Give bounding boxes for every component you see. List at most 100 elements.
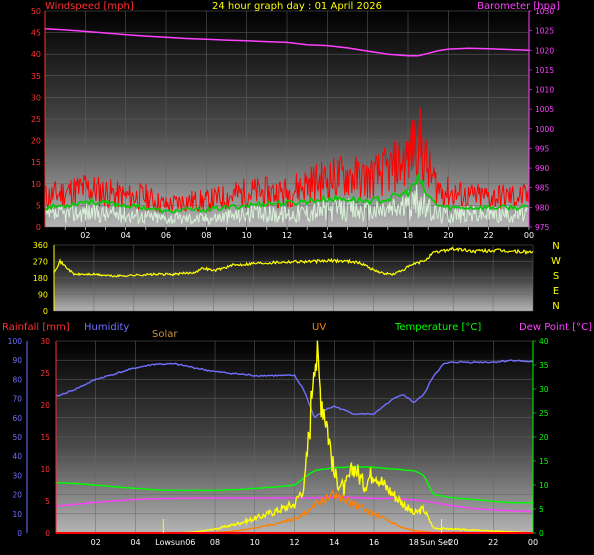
right-tick-label: 1010 (535, 86, 554, 95)
rainfall-axis-label: Rainfall [mm] (2, 322, 70, 333)
right-tick-label: 985 (535, 184, 550, 193)
left-tick-label: 35 (31, 72, 41, 81)
compass-label: N (552, 241, 559, 252)
right-tick-label: 990 (535, 164, 550, 173)
dewpoint-axis-label: Dew Point [°C] (519, 322, 592, 333)
rain-tick-label: 5 (45, 497, 50, 506)
humidity-tick-label: 40 (12, 452, 22, 461)
humidity-tick-label: 70 (12, 395, 22, 404)
grid-lines (45, 10, 530, 228)
series-group (44, 27, 530, 226)
uv-label: UV (312, 322, 326, 333)
humidity-tick-label: 0 (17, 529, 22, 538)
x-tick-label: 08 (201, 231, 211, 240)
y-tick-label: 360 (33, 241, 48, 250)
series-line-temperature (55, 465, 533, 504)
axes: 0 90 180 270 360 (33, 241, 55, 316)
windspeed-barometer-panel: 02 04 06 08 10 12 14 16 18 20 22 000510152025303540… (31, 1, 560, 240)
x-tick-label: 06 (161, 231, 171, 240)
right-tick-label: 1005 (535, 105, 554, 114)
left-axis-label: Windspeed [mph] (45, 1, 134, 12)
compass-label: W (551, 256, 561, 267)
humidity-tick-label: 30 (12, 471, 22, 480)
temp-tick-label: 30 (539, 385, 549, 394)
series-group (53, 246, 534, 278)
right-tick-label: 975 (535, 223, 550, 232)
right-tick-label: 995 (535, 144, 550, 153)
solar-label: Solar (152, 329, 178, 340)
x-tick-label: 12 (282, 231, 292, 240)
temp-tick-label: 40 (539, 337, 549, 346)
rain-tick-label: 10 (40, 465, 50, 474)
series-line-gust (44, 107, 530, 213)
right-tick-label: 980 (535, 203, 550, 212)
x-tick-label: 10 (242, 231, 252, 240)
humidity-tick-label: 10 (12, 510, 22, 519)
x-tick-label: 22 (484, 231, 494, 240)
temp-tick-label: 0 (539, 529, 544, 538)
humidity-tick-label: 20 (12, 491, 22, 500)
series-line-average (44, 173, 530, 215)
x-tick-label: 02 (80, 231, 90, 240)
series-line-humidity (55, 359, 534, 419)
left-tick-label: 45 (31, 29, 41, 38)
x-tick-label: 04 (121, 231, 131, 240)
series-line-barometer (44, 27, 530, 57)
compass-label: S (553, 271, 559, 282)
right-tick-label: 1030 (535, 7, 554, 16)
series-group (55, 340, 534, 534)
right-axis-label: Barometer [hpa] (477, 1, 560, 12)
rain-tick-label: 30 (40, 337, 50, 346)
temp-tick-label: 25 (539, 409, 549, 418)
y-tick-label: 90 (38, 291, 48, 300)
x-tick-label: 16 (369, 538, 379, 547)
y-tick-label: 180 (33, 274, 48, 283)
x-tick-label: 16 (363, 231, 373, 240)
series-line-dew-point (55, 495, 534, 513)
left-tick-label: 15 (31, 158, 41, 167)
series-line-wind-direction (53, 246, 534, 278)
humidity-tick-label: 100 (8, 337, 23, 346)
right-tick-label: 1025 (535, 27, 554, 36)
left-tick-label: 40 (31, 50, 41, 59)
left-tick-label: 0 (36, 223, 41, 232)
x-tick-label: 18 (409, 538, 419, 547)
temp-tick-label: 35 (539, 361, 549, 370)
left-tick-label: 30 (31, 93, 41, 102)
x-tick-label: 10 (250, 538, 260, 547)
x-tick-label: 14 (322, 231, 332, 240)
temp-tick-label: 10 (539, 481, 549, 490)
left-tick-label: 5 (36, 201, 41, 210)
humidity-tick-label: 90 (12, 356, 22, 365)
right-tick-label: 1015 (535, 66, 554, 75)
y-tick-label: 270 (33, 258, 48, 267)
chart-title: 24 hour graph day : 01 April 2026 (212, 1, 382, 12)
x-tick-label: 02 (91, 538, 101, 547)
temperature-axis-label: Temperature [°C] (394, 322, 481, 333)
series-line-wind (44, 184, 530, 226)
left-tick-label: 50 (31, 7, 41, 16)
x-tick-label: 22 (488, 538, 498, 547)
x-tick-label: 00 (528, 538, 538, 547)
x-tick-label: 20 (443, 231, 453, 240)
compass-label: N (552, 301, 559, 312)
x-tick-label: Sun Set (420, 538, 451, 547)
rain-tick-label: 25 (40, 369, 50, 378)
compass-label: E (553, 286, 559, 297)
x-tick-label: 20 (448, 538, 458, 547)
rain-tick-label: 15 (40, 433, 50, 442)
x-tick-label: 12 (289, 538, 299, 547)
rain-tick-label: 20 (40, 401, 50, 410)
x-tick-label: 08 (210, 538, 220, 547)
axes: 02 04 06 08 10 12 14 16 18 20 22 000510152025303540… (31, 7, 555, 240)
left-tick-label: 20 (31, 137, 41, 146)
right-tick-label: 1020 (535, 46, 554, 55)
y-tick-label: 0 (43, 307, 48, 316)
humidity-axis-label: Humidity (84, 322, 129, 333)
left-tick-label: 25 (31, 115, 41, 124)
rain-tick-label: 0 (45, 529, 50, 538)
x-tick-label: 18 (403, 231, 413, 240)
temp-tick-label: 15 (539, 457, 549, 466)
